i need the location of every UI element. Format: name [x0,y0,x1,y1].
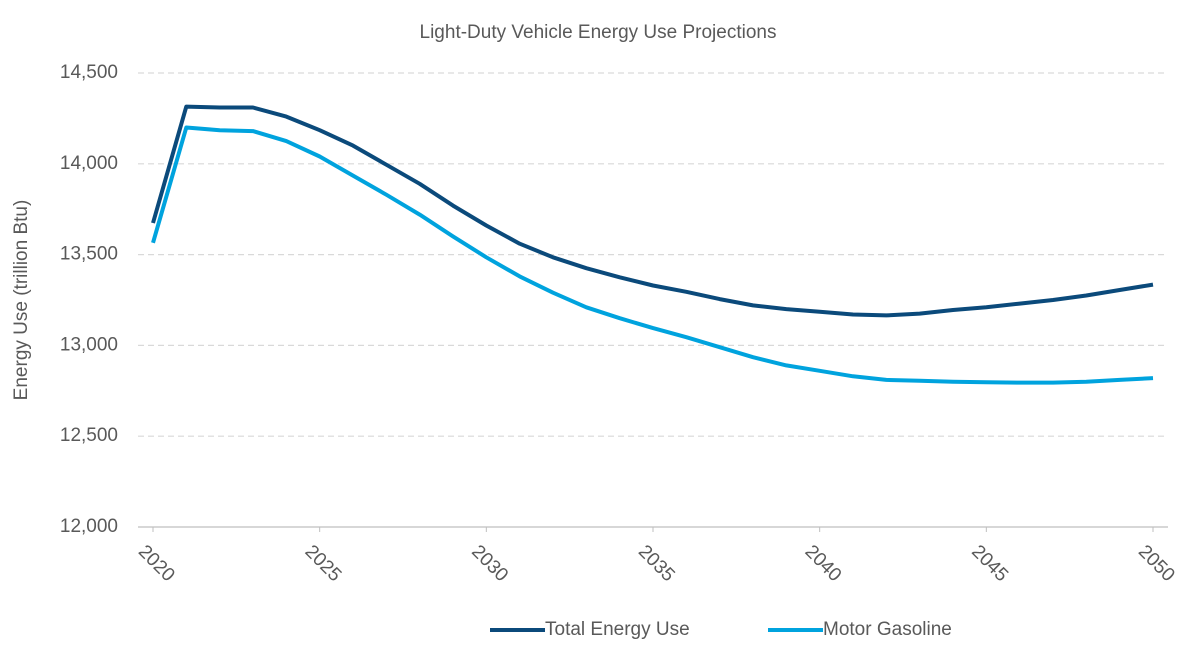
y-tick-label: 12,000 [60,516,118,537]
legend-label: Total Energy Use [545,619,690,640]
x-tick-label: 2045 [967,541,1012,586]
chart-title: Light-Duty Vehicle Energy Use Projection… [420,22,777,43]
x-tick-label: 2035 [634,541,679,586]
y-tick-label: 12,500 [60,425,118,446]
x-tick-label: 2020 [134,541,179,586]
y-tick-label: 13,000 [60,334,118,355]
y-tick-label: 14,000 [60,153,118,174]
line-series [151,125,1154,385]
y-tick-label: 13,500 [60,244,118,265]
x-tick-label: 2040 [801,541,846,586]
line-series [151,104,1154,318]
x-tick-label: 2030 [467,541,512,586]
x-tick-label: 2050 [1134,541,1179,586]
x-tick-label: 2025 [301,541,346,586]
y-axis-label: Energy Use (trillion Btu) [11,200,32,401]
legend-label: Motor Gasoline [823,619,952,640]
y-tick-label: 14,500 [60,62,118,83]
